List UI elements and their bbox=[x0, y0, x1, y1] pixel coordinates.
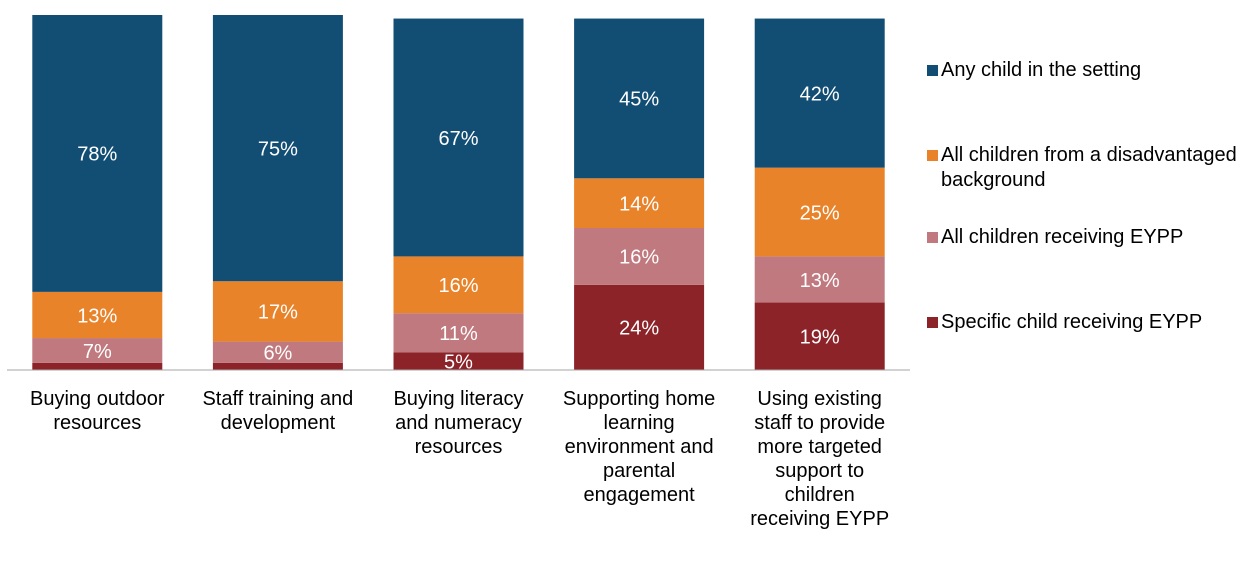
bar-segment bbox=[393, 313, 524, 353]
data-label: 25% bbox=[800, 202, 840, 224]
bar-segment bbox=[574, 178, 705, 228]
bar-segment bbox=[574, 228, 705, 285]
bar-segment bbox=[754, 302, 885, 370]
bar-segment bbox=[393, 256, 524, 314]
data-label: 6% bbox=[263, 343, 292, 365]
data-label: 14% bbox=[619, 193, 659, 215]
data-label: 24% bbox=[619, 318, 659, 340]
bar-segment bbox=[754, 18, 885, 168]
bar-segment bbox=[393, 352, 524, 370]
data-label: 16% bbox=[438, 275, 478, 297]
legend-label: Any child in the setting bbox=[941, 59, 1142, 81]
x-tick-label: Staff training and development bbox=[202, 388, 354, 434]
legend-label: Specific child receiving EYPP bbox=[941, 311, 1203, 333]
bar-segment bbox=[32, 362, 163, 370]
x-tick-label: Supporting home learning environment and… bbox=[562, 388, 716, 506]
bar-segment bbox=[212, 15, 343, 282]
legend-swatch bbox=[927, 65, 938, 76]
data-label: 19% bbox=[800, 327, 840, 349]
bar-segment bbox=[212, 341, 343, 363]
legend-item: All children receiving EYPP bbox=[927, 225, 1249, 250]
legend-label: All children from a disadvantaged backgr… bbox=[941, 144, 1237, 191]
legend-item: All children from a disadvantaged backgr… bbox=[927, 143, 1249, 193]
bar-segment bbox=[212, 281, 343, 342]
data-label: 45% bbox=[619, 89, 659, 111]
x-tick-label: Buying outdoor resources bbox=[30, 388, 165, 434]
bar-segment bbox=[32, 338, 163, 363]
data-label: 7% bbox=[83, 341, 112, 363]
legend-item: Any child in the setting bbox=[927, 58, 1249, 83]
bar-segment bbox=[574, 18, 705, 179]
data-label: 17% bbox=[258, 302, 298, 324]
data-label: 13% bbox=[800, 270, 840, 292]
x-tick-label: Using existing staff to provide more tar… bbox=[750, 388, 890, 530]
data-label: 75% bbox=[258, 138, 298, 160]
data-label: 13% bbox=[77, 305, 117, 327]
bar-segment bbox=[754, 167, 885, 257]
data-label: 5% bbox=[444, 351, 473, 373]
bar-segment bbox=[393, 18, 524, 257]
legend-item: Specific child receiving EYPP bbox=[927, 310, 1249, 335]
bar-segment bbox=[32, 291, 163, 339]
data-label: 11% bbox=[439, 323, 478, 345]
legend-swatch bbox=[927, 150, 938, 161]
bar-segment bbox=[212, 362, 343, 370]
bar-segment bbox=[574, 284, 705, 370]
legend-swatch bbox=[927, 232, 938, 243]
data-label: 67% bbox=[438, 128, 478, 150]
data-label: 42% bbox=[800, 83, 840, 105]
x-tick-label: Buying literacy and numeracy resources bbox=[393, 388, 524, 458]
bar-segment bbox=[754, 256, 885, 303]
bar-segment bbox=[32, 15, 163, 292]
data-label: 16% bbox=[619, 247, 659, 269]
legend-label: All children receiving EYPP bbox=[941, 226, 1184, 248]
data-label: 78% bbox=[77, 144, 117, 166]
legend-swatch bbox=[927, 317, 938, 328]
